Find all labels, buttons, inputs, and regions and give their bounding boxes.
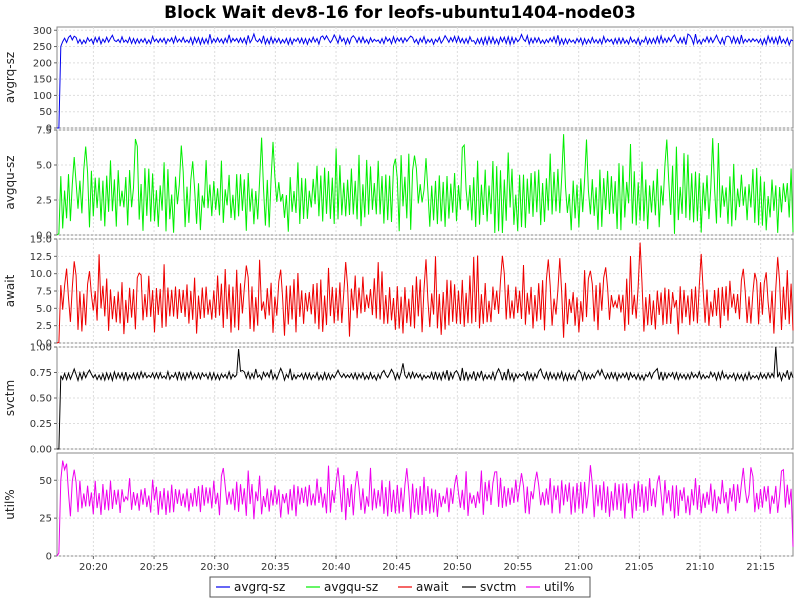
legend-label: util% [544, 580, 574, 594]
legend-item-avgqu-sz: avgqu-sz [306, 580, 378, 594]
y-tick-label: 250 [33, 42, 52, 53]
plot-area [56, 26, 794, 129]
series-line-await [56, 242, 794, 344]
series-line-avgrq-sz [57, 32, 794, 129]
y-tick-label: 2.5 [36, 196, 52, 207]
legend-item-svctm: svctm [462, 580, 516, 594]
series-line-utilpct [56, 460, 794, 557]
y-axis-label: util% [3, 489, 17, 519]
panel-avgqu-sz: 0.0 2.5 5.0 7.5 avgqu-sz [3, 126, 794, 242]
series-line-avgqu-sz [56, 134, 794, 236]
y-tick-label: 0.50 [30, 394, 52, 405]
legend-item-avgrq-sz: avgrq-sz [216, 580, 285, 594]
y-tick-label: 150 [33, 75, 52, 86]
y-tick-label: 0.75 [30, 368, 52, 379]
x-tick-label: 21:05 [625, 562, 654, 573]
y-axis-label: await [3, 274, 17, 307]
chart-title: Block Wait dev8-16 for leofs-ubuntu1404-… [164, 3, 636, 23]
y-tick-label: 50 [39, 107, 52, 118]
legend-item-await: await [398, 580, 449, 594]
y-tick-label: 7.5 [36, 126, 52, 137]
legend-label: await [416, 580, 449, 594]
x-tick-label: 20:30 [200, 562, 229, 573]
x-tick-label: 20:35 [261, 562, 290, 573]
chart-panels: 050100150200250300avgrq-sz0.02.55.07.5av… [3, 26, 794, 563]
legend-label: avgqu-sz [324, 580, 378, 594]
x-tick-label: 20:25 [140, 562, 169, 573]
legend-label: svctm [480, 580, 516, 594]
x-tick-label: 21:00 [564, 562, 593, 573]
y-tick-label: 12.5 [30, 252, 52, 263]
x-tick-label: 20:45 [382, 562, 411, 573]
chart-legend: avgrq-sz avgqu-sz await svctm util% [209, 576, 591, 598]
y-axis-label: avgqu-sz [3, 155, 17, 209]
legend-label: avgrq-sz [234, 580, 285, 594]
y-tick-label: 300 [33, 26, 52, 37]
panel-await: 0.0 2.5 5.0 7.5 10.0 12.5 15.0 await [3, 235, 794, 350]
plot-area [56, 452, 794, 557]
y-tick-label: 1.00 [30, 343, 52, 354]
y-tick-label: 0.0 [36, 339, 52, 350]
y-tick-label: 0.25 [30, 419, 52, 430]
y-tick-label: 0 [46, 124, 52, 135]
y-axis-label: avgrq-sz [3, 52, 17, 103]
y-tick-label: 10.0 [30, 269, 52, 280]
x-axis: 20:20 20:25 20:30 20:35 20:40 20:45 20:50 20:55… [79, 556, 775, 573]
y-tick-label: 15.0 [30, 235, 52, 246]
y-tick-label: 7.5 [36, 287, 52, 298]
panel-avgrq-sz: 0 50 100 150 200 250 300 avgrq-sz [3, 26, 794, 135]
y-axis-label: svctm [3, 380, 17, 416]
y-tick-label: 5.0 [36, 304, 52, 315]
x-tick-label: 20:40 [322, 562, 351, 573]
y-tick-label: 100 [33, 91, 52, 102]
panel-svctm: 0.00 0.25 0.50 0.75 1.00 svctm [3, 343, 794, 456]
x-tick-label: 20:55 [504, 562, 533, 573]
x-tick-label: 21:10 [686, 562, 715, 573]
y-tick-label: 2.5 [36, 321, 52, 332]
y-tick-label: 0.0 [36, 231, 52, 242]
legend-item-utilpct: util% [526, 580, 574, 594]
y-tick-label: 200 [33, 58, 52, 69]
x-tick-label: 20:50 [443, 562, 472, 573]
y-tick-label: 5.0 [36, 161, 52, 172]
y-tick-label: 0 [46, 552, 52, 563]
y-tick-label: 0.00 [30, 445, 52, 456]
panel-utilpct: 0 25 50 util% [3, 452, 794, 563]
y-tick-label: 50 [39, 476, 52, 487]
x-tick-label: 21:15 [746, 562, 775, 573]
series-line-svctm [57, 346, 794, 450]
y-tick-label: 25 [39, 514, 52, 525]
x-tick-label: 20:20 [79, 562, 108, 573]
